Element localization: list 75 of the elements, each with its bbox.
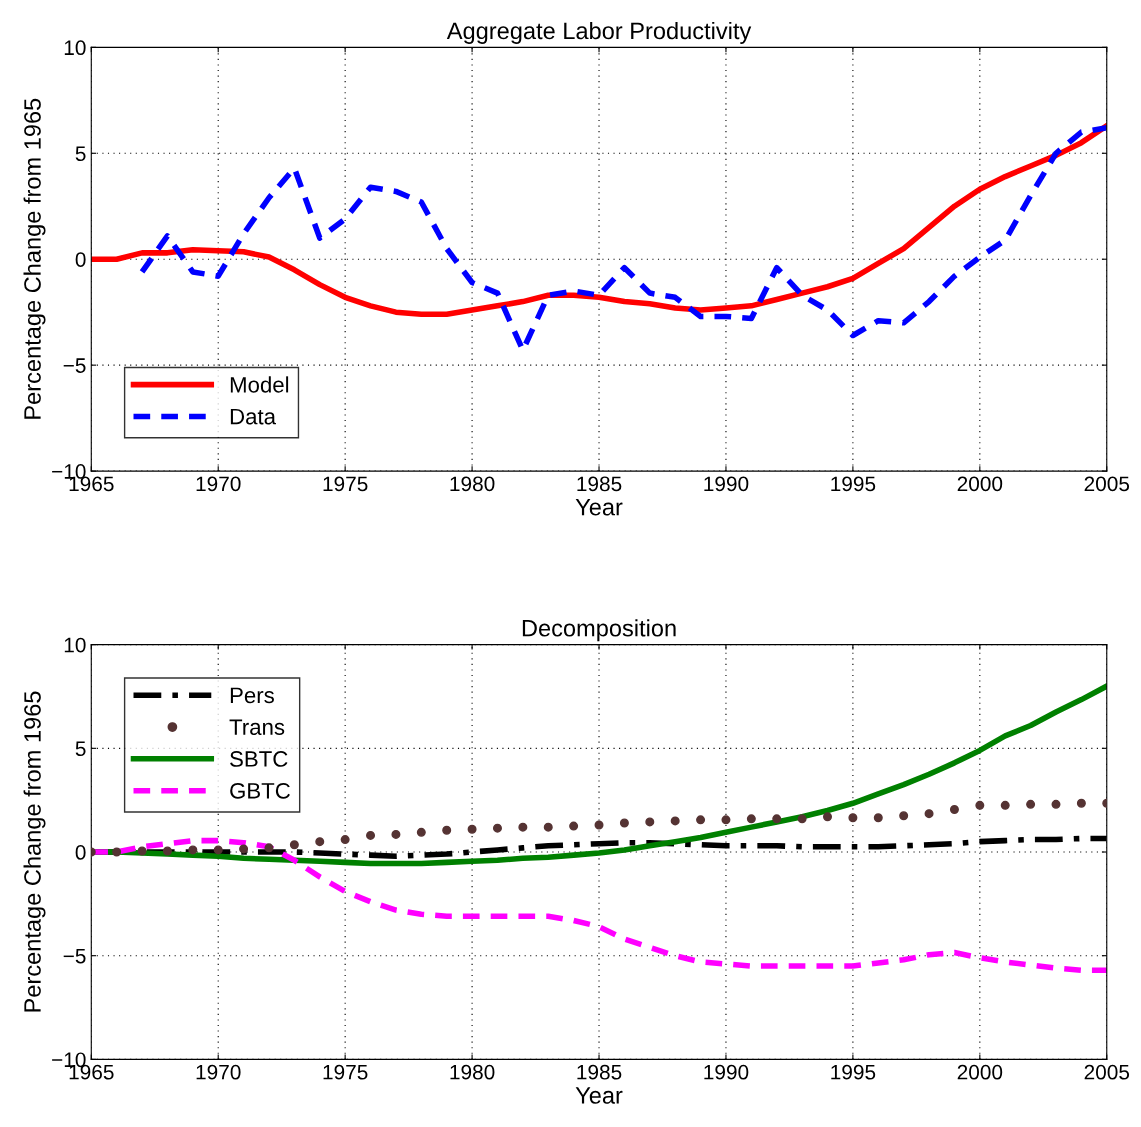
point — [416, 827, 426, 837]
chart-title: Decomposition — [522, 619, 676, 642]
point — [772, 814, 782, 824]
y-tick-label: 10 — [64, 637, 86, 653]
y-tick-label: 0 — [75, 252, 86, 267]
point — [1026, 799, 1036, 809]
point — [721, 815, 731, 825]
y-tick-label: −5 — [63, 358, 86, 373]
x-axis-title: Year — [575, 1087, 623, 1104]
point — [518, 822, 528, 832]
point — [340, 835, 350, 845]
point — [239, 844, 249, 854]
x-tick-label: 2005 — [1084, 1064, 1130, 1080]
point — [823, 812, 833, 822]
x-tick-label: 1995 — [831, 476, 876, 492]
point — [315, 837, 325, 847]
point — [162, 846, 172, 856]
y-axis-title: Percentage Change from 1965 — [23, 98, 46, 419]
x-tick-label: 1985 — [577, 476, 622, 492]
x-tick-label: 1975 — [323, 1064, 368, 1080]
y-tick-label: −5 — [63, 948, 86, 964]
x-tick-label: 2005 — [1084, 476, 1130, 492]
point — [1051, 799, 1061, 809]
x-tick-label: 2000 — [957, 1064, 1003, 1080]
x-tick-label: 1970 — [196, 476, 241, 492]
x-tick-label: 1970 — [196, 1064, 241, 1080]
point — [366, 830, 376, 840]
point — [492, 823, 502, 833]
x-tick-label: 1980 — [450, 476, 495, 492]
y-tick-label: 0 — [75, 845, 86, 860]
point — [848, 813, 858, 823]
chart-title: Aggregate Labor Productivity — [446, 21, 752, 44]
point — [949, 805, 959, 815]
y-tick-label: 5 — [75, 146, 86, 162]
point — [873, 813, 883, 823]
point — [670, 816, 680, 826]
point — [569, 821, 579, 831]
point — [543, 822, 553, 832]
point — [746, 814, 756, 824]
point — [645, 817, 655, 827]
point — [289, 840, 299, 850]
point — [391, 829, 401, 839]
x-axis-title: Year — [575, 499, 623, 516]
legend-label: SBTC — [230, 751, 288, 767]
point — [112, 847, 122, 857]
point — [1076, 798, 1086, 808]
y-tick-label: 10 — [64, 40, 86, 56]
point — [924, 809, 934, 819]
x-tick-label: 1995 — [831, 1064, 876, 1080]
x-tick-label: 1990 — [704, 476, 749, 492]
point — [899, 811, 909, 821]
x-tick-label: 1980 — [450, 1064, 495, 1080]
point — [467, 824, 477, 834]
legend-label: GBTC — [230, 782, 290, 799]
y-tick-label: 5 — [75, 741, 86, 757]
point — [1000, 800, 1010, 810]
x-tick-label: 2000 — [957, 476, 1003, 492]
legend-label: Model — [230, 376, 289, 393]
x-tick-label: 1985 — [577, 1064, 622, 1080]
point — [797, 814, 807, 824]
y-axis-title: Percentage Change from 1965 — [23, 691, 46, 1012]
point — [619, 818, 629, 828]
point — [137, 846, 147, 856]
point — [696, 815, 706, 825]
point — [188, 845, 198, 855]
point — [975, 800, 985, 810]
point — [594, 820, 604, 830]
x-tick-label: 1975 — [323, 476, 368, 492]
legend-label: Data — [230, 408, 276, 425]
x-tick-label: 1990 — [704, 1064, 749, 1080]
point — [442, 825, 452, 835]
point — [213, 845, 223, 855]
point — [264, 843, 274, 853]
legend-label: Pers — [230, 687, 274, 704]
legend-label: Trans — [229, 719, 285, 736]
